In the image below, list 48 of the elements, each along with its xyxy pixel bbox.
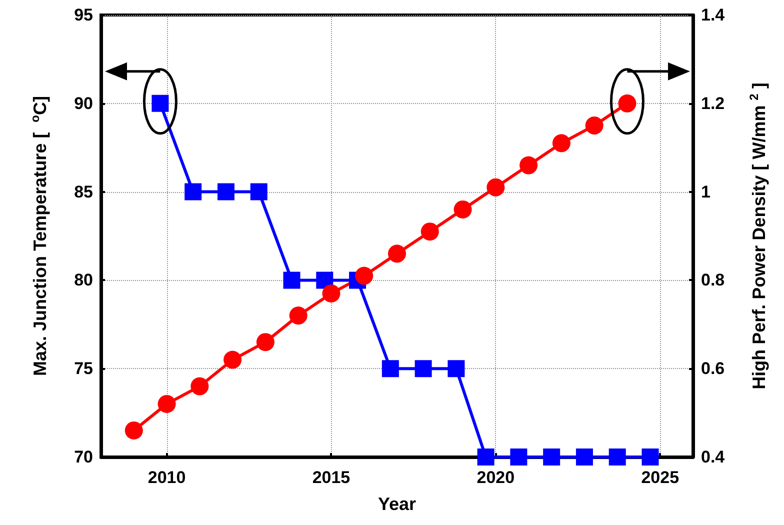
y-tick-label: 95 <box>74 6 93 24</box>
x-tick-label: 2015 <box>312 468 350 487</box>
point <box>585 116 604 134</box>
point <box>224 350 242 369</box>
point <box>642 448 659 466</box>
y2-tick-label: 1.4 <box>701 6 726 24</box>
point <box>322 284 340 302</box>
point <box>217 183 234 200</box>
point <box>454 200 472 218</box>
point <box>576 448 593 466</box>
y2-tick-label: 0.8 <box>701 270 725 290</box>
point <box>414 360 432 378</box>
y-tick-label: 80 <box>74 270 93 290</box>
point <box>124 421 143 440</box>
y2-tick-label: 1 <box>701 182 710 202</box>
y-tick-label: 75 <box>74 359 93 378</box>
y2-tick-label: 1.2 <box>701 94 725 113</box>
y-tick-label: 70 <box>74 448 93 466</box>
y2-axis-title: High Perf. Power Density [ W/mm 2 ] <box>747 82 769 390</box>
y-tick-label: 85 <box>74 182 93 202</box>
point <box>316 272 334 289</box>
point <box>355 266 374 285</box>
point <box>510 448 528 466</box>
point <box>608 448 626 466</box>
point <box>184 183 202 200</box>
point <box>448 360 465 378</box>
point <box>552 134 570 152</box>
y2-tick-label: 0.6 <box>701 359 725 378</box>
x-axis-title: Year <box>378 494 416 514</box>
point <box>289 306 308 325</box>
point <box>388 244 406 263</box>
point <box>190 377 209 396</box>
point <box>486 178 505 196</box>
point <box>382 360 399 378</box>
point <box>283 272 300 289</box>
y-axis-title: Max. Junction Temperature [ oC] <box>28 96 50 376</box>
y2-tick-label: 0.4 <box>701 448 726 466</box>
x-tick-label: 2025 <box>641 468 680 487</box>
point <box>520 156 538 174</box>
point <box>250 183 268 200</box>
point <box>256 333 274 352</box>
point <box>158 394 176 413</box>
point <box>543 448 560 466</box>
point <box>420 222 439 241</box>
point <box>477 448 494 466</box>
x-tick-label: 2010 <box>148 468 186 487</box>
x-tick-label: 2020 <box>476 468 515 487</box>
y-tick-label: 90 <box>74 94 93 113</box>
